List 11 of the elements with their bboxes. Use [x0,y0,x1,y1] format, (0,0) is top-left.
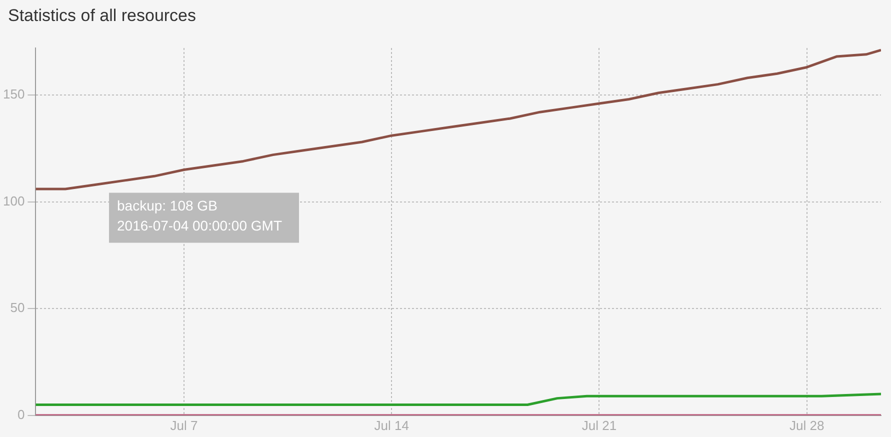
annotation: 2016-07-04 00:00:00 GMT [117,218,282,234]
x-tick-label: Jul 14 [374,418,409,433]
annotation: backup: 108 GB [117,198,218,214]
y-tick-label: 50 [10,300,25,316]
chart-title: Statistics of all resources [8,6,196,26]
x-tick-label: Jul 21 [582,418,617,433]
y-tick-label: 100 [2,193,25,208]
y-tick-label: 150 [2,86,25,102]
x-tick-label: Jul 28 [790,418,824,433]
y-tick-label: 0 [17,406,25,422]
x-tick-label: Jul 7 [170,418,198,433]
